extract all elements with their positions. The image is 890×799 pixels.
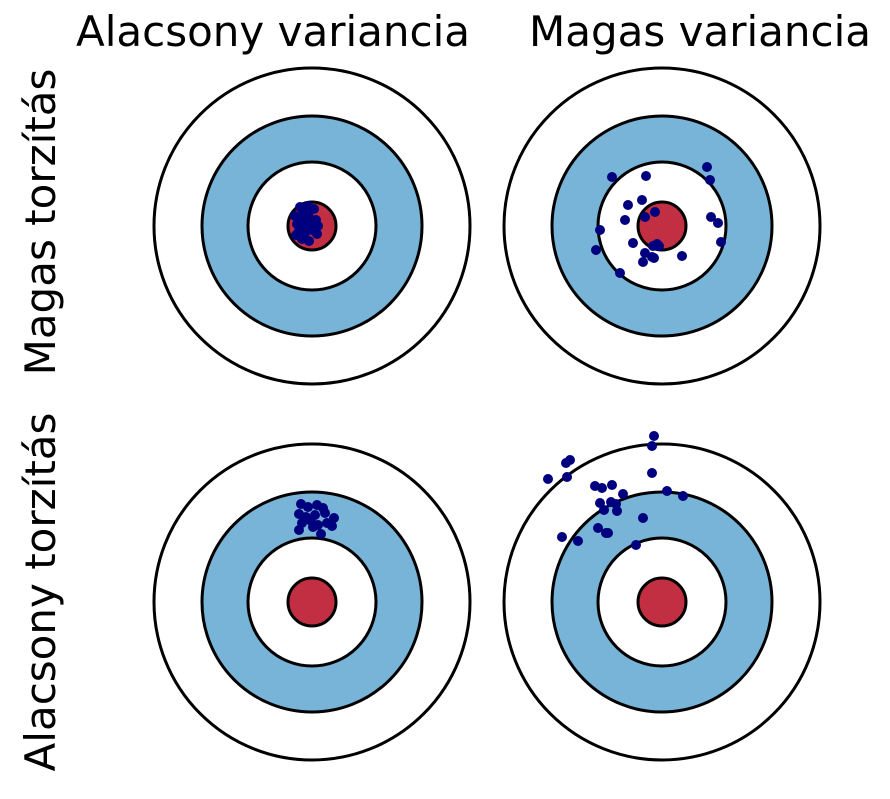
shot-point <box>294 525 304 535</box>
shot-point <box>641 171 651 181</box>
shot-point <box>329 513 339 523</box>
shot-point <box>615 268 625 278</box>
shot-point <box>316 529 326 539</box>
shot-point <box>638 513 648 523</box>
shot-point <box>647 468 657 478</box>
shot-point <box>543 474 553 484</box>
shot-point <box>706 212 716 222</box>
shot-point <box>599 505 609 515</box>
shot-point <box>303 502 313 512</box>
bullseye <box>286 576 338 628</box>
shot-point <box>677 251 687 261</box>
shot-point <box>649 253 659 263</box>
shot-point <box>597 483 607 493</box>
shot-point <box>702 162 712 172</box>
shot-point <box>716 237 726 247</box>
column-title-high-variance: Magas variancia <box>529 7 871 56</box>
shot-point <box>312 229 322 239</box>
shot-point <box>620 215 630 225</box>
shot-point <box>320 508 330 518</box>
shot-point <box>647 441 657 451</box>
shot-point <box>607 480 617 490</box>
shot-point <box>304 236 314 246</box>
shot-point <box>640 212 650 222</box>
shot-point <box>649 431 659 441</box>
shot-point <box>637 195 647 205</box>
shot-point <box>595 225 605 235</box>
panel-low-bias-high-variance <box>502 431 822 762</box>
shot-point <box>573 536 583 546</box>
shot-point <box>291 230 301 240</box>
shot-point <box>557 532 567 542</box>
panel-high-bias-high-variance <box>502 66 822 386</box>
column-title-low-variance: Alacsony variancia <box>76 7 470 56</box>
shot-point <box>650 207 660 217</box>
shot-point <box>628 238 638 248</box>
shot-point <box>638 257 648 267</box>
shot-point <box>562 472 572 482</box>
shot-point <box>654 241 664 251</box>
shot-point <box>713 218 723 228</box>
panel-low-bias-low-variance <box>152 442 472 762</box>
row-title-high-bias: Magas torzítás <box>16 69 65 376</box>
shot-point <box>561 458 571 468</box>
shot-point <box>591 245 601 255</box>
shot-point <box>678 491 688 501</box>
shot-point <box>309 204 319 214</box>
shot-point <box>603 528 613 538</box>
shot-point <box>662 486 672 496</box>
shot-point <box>593 523 603 533</box>
shot-point <box>705 175 715 185</box>
bullseye <box>636 576 688 628</box>
shot-point <box>623 200 633 210</box>
shot-point <box>607 172 617 182</box>
shot-point <box>612 506 622 516</box>
shot-point <box>301 208 311 218</box>
target-panels <box>152 66 822 762</box>
shot-point <box>327 521 337 531</box>
shot-point <box>631 540 641 550</box>
panel-high-bias-low-variance <box>152 66 472 386</box>
shot-point <box>618 489 628 499</box>
row-title-low-bias: Alacsony torzítás <box>16 413 65 772</box>
shot-point <box>308 522 318 532</box>
